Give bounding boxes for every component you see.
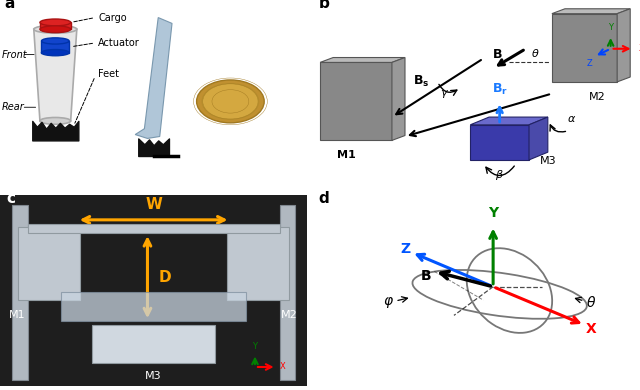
Text: $\mathbf{B_r}$: $\mathbf{B_r}$ [492,82,508,96]
Text: X: X [586,322,596,336]
Ellipse shape [202,83,259,119]
Polygon shape [392,57,405,140]
Text: Y: Y [252,342,257,351]
Polygon shape [552,14,617,82]
Text: $\beta$: $\beta$ [495,168,504,183]
Text: b: b [319,0,330,11]
Text: Actuator: Actuator [99,38,140,48]
Bar [42,41,69,53]
Text: M1: M1 [9,310,26,320]
Polygon shape [470,117,548,125]
Ellipse shape [196,80,264,123]
Text: M2: M2 [281,310,298,320]
Ellipse shape [40,26,70,33]
Text: $\theta$: $\theta$ [586,294,596,310]
Polygon shape [320,57,405,62]
Polygon shape [320,62,392,140]
Bar [280,204,295,380]
Ellipse shape [42,38,69,44]
Text: X: X [280,362,285,372]
Bar [28,223,280,233]
Text: X: X [638,44,640,53]
Polygon shape [135,18,172,138]
Ellipse shape [40,117,70,124]
Text: M1: M1 [337,150,356,160]
Text: $\mathbf{B_s}$: $\mathbf{B_s}$ [413,74,429,89]
Text: W: W [145,197,162,212]
Bar [12,204,28,380]
Text: Rear: Rear [1,102,24,112]
Text: Cargo: Cargo [99,12,127,23]
Ellipse shape [42,50,69,56]
Polygon shape [617,9,630,82]
Text: $\varphi$: $\varphi$ [383,294,394,310]
Polygon shape [470,125,529,160]
Bar [40,22,70,29]
Text: Z: Z [586,59,592,68]
Text: Feet: Feet [99,69,119,79]
Text: M3: M3 [145,371,162,381]
Text: a: a [4,0,15,11]
Text: Z: Z [400,241,410,255]
Text: $\alpha$: $\alpha$ [567,114,576,124]
Text: c: c [6,191,15,206]
Text: B: B [421,269,431,283]
Bar [61,292,246,321]
Bar [19,227,80,300]
Text: d: d [319,191,329,206]
Text: $\gamma$: $\gamma$ [440,88,449,99]
Polygon shape [529,117,548,160]
Text: M2: M2 [589,92,606,102]
Bar [92,325,215,363]
Text: Y: Y [608,23,613,32]
Text: M3: M3 [540,156,557,166]
Ellipse shape [34,25,77,33]
Text: Front: Front [1,50,27,60]
Bar [227,227,289,300]
Polygon shape [552,9,630,14]
Text: Y: Y [488,206,498,220]
Polygon shape [34,29,77,121]
Text: $\mathbf{B}$: $\mathbf{B}$ [492,48,503,61]
Text: D: D [158,269,171,285]
Ellipse shape [40,19,70,26]
Text: $\theta$: $\theta$ [531,47,540,58]
